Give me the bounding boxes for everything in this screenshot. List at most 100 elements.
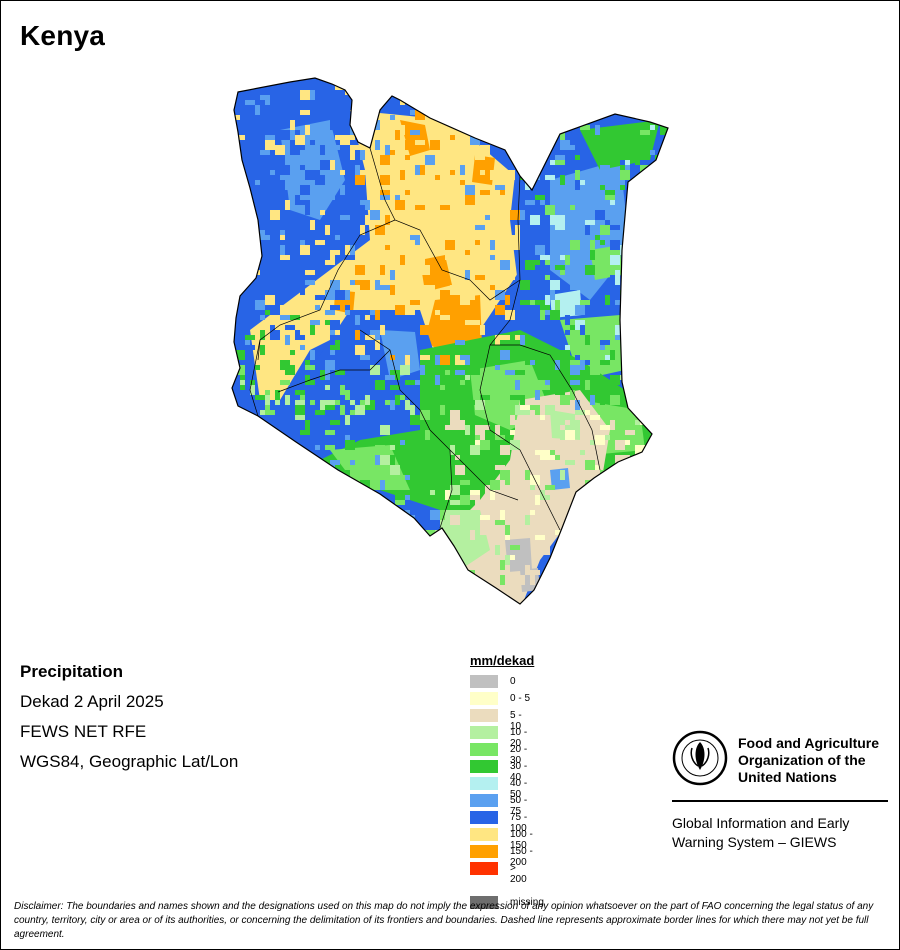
rainfall-pixel bbox=[250, 500, 260, 505]
rainfall-pixel bbox=[650, 505, 655, 510]
rainfall-pixel bbox=[490, 90, 495, 100]
rainfall-pixel bbox=[275, 390, 280, 400]
rainfall-pixel bbox=[675, 75, 680, 85]
rainfall-pixel bbox=[450, 170, 455, 175]
rainfall-pixel bbox=[365, 78, 375, 85]
rainfall-pixel bbox=[340, 605, 345, 610]
rainfall-pixel bbox=[315, 460, 320, 465]
rainfall-pixel bbox=[570, 285, 580, 290]
rainfall-pixel bbox=[650, 95, 660, 105]
rainfall-pixel bbox=[635, 210, 645, 220]
rainfall-pixel bbox=[365, 570, 375, 575]
rainfall-pixel bbox=[275, 255, 280, 265]
rainfall-pixel bbox=[330, 420, 340, 425]
rainfall-pixel bbox=[275, 270, 285, 280]
rainfall-pixel bbox=[475, 150, 480, 160]
rainfall-pixel bbox=[450, 515, 460, 525]
rainfall-pixel bbox=[325, 370, 330, 380]
rainfall-pixel bbox=[560, 350, 570, 355]
legend-swatch bbox=[470, 811, 498, 824]
rainfall-pixel bbox=[290, 475, 295, 480]
rainfall-pixel bbox=[605, 85, 615, 95]
rainfall-pixel bbox=[390, 175, 400, 185]
rainfall-pixel bbox=[355, 540, 360, 550]
rainfall-pixel bbox=[575, 600, 580, 604]
rainfall-pixel bbox=[280, 175, 290, 180]
rainfall-pixel bbox=[535, 535, 545, 540]
rainfall-pixel bbox=[600, 305, 610, 315]
rainfall-pixel bbox=[265, 390, 270, 395]
rainfall-pixel bbox=[535, 380, 545, 390]
rainfall-pixel bbox=[670, 85, 680, 95]
legend-swatch bbox=[470, 828, 498, 841]
rainfall-pixel bbox=[345, 575, 355, 580]
rainfall-pixel bbox=[265, 225, 270, 235]
rainfall-pixel bbox=[585, 225, 590, 230]
rainfall-pixel bbox=[555, 300, 560, 310]
rainfall-pixel bbox=[390, 400, 395, 410]
rainfall-pixel bbox=[410, 415, 420, 425]
rainfall-pixel bbox=[390, 150, 395, 155]
rainfall-pixel bbox=[335, 80, 340, 90]
rainfall-pixel bbox=[610, 255, 620, 265]
rainfall-pixel bbox=[630, 525, 635, 530]
rainfall-pixel bbox=[675, 515, 680, 525]
rainfall-pixel bbox=[265, 310, 270, 315]
rainfall-pixel bbox=[275, 460, 285, 470]
rainfall-pixel bbox=[495, 415, 505, 420]
rainfall-pixel bbox=[265, 395, 270, 405]
rainfall-pixel bbox=[445, 85, 455, 95]
rainfall-pixel bbox=[530, 510, 535, 515]
rainfall-pixel bbox=[450, 135, 455, 140]
rainfall-pixel bbox=[605, 195, 615, 200]
fao-name-line: Organization of the bbox=[738, 752, 866, 768]
rainfall-pixel bbox=[605, 110, 610, 120]
rainfall-pixel bbox=[390, 210, 395, 215]
rainfall-pixel bbox=[410, 405, 415, 415]
rainfall-pixel bbox=[325, 520, 335, 530]
rainfall-pixel bbox=[425, 530, 435, 535]
rainfall-pixel bbox=[530, 485, 535, 490]
rainfall-pixel bbox=[330, 305, 340, 310]
rainfall-pixel bbox=[625, 480, 635, 490]
rainfall-pixel bbox=[620, 480, 630, 490]
rainfall-pixel bbox=[540, 545, 550, 555]
rainfall-pixel bbox=[475, 515, 480, 525]
rainfall-pixel bbox=[675, 185, 680, 195]
rainfall-pixel bbox=[425, 565, 430, 575]
legend-label: 100 - 150 bbox=[510, 829, 533, 851]
rainfall-pixel bbox=[290, 120, 295, 130]
rainfall-pixel bbox=[255, 180, 260, 185]
rainfall-pixel bbox=[405, 275, 410, 285]
rainfall-pixel bbox=[350, 260, 355, 265]
rainfall-pixel bbox=[580, 300, 590, 305]
rainfall-pixel bbox=[550, 455, 555, 460]
rainfall-pixel bbox=[580, 540, 585, 550]
rainfall-pixel bbox=[295, 150, 300, 155]
rainfall-pixel bbox=[625, 550, 635, 560]
rainfall-pixel bbox=[560, 575, 570, 580]
rainfall-pixel bbox=[355, 70, 360, 75]
rainfall-pixel bbox=[235, 455, 240, 460]
rainfall-pixel bbox=[420, 570, 430, 580]
rainfall-pixel bbox=[400, 365, 410, 375]
rainfall-pixel bbox=[450, 230, 455, 240]
rainfall-pixel bbox=[670, 450, 675, 460]
rainfall-pixel bbox=[335, 145, 340, 150]
rainfall-pixel bbox=[495, 85, 500, 90]
rainfall-pixel bbox=[490, 255, 495, 260]
rainfall-pixel bbox=[350, 70, 360, 75]
rainfall-pixel bbox=[535, 195, 545, 200]
legend-label: > 200 bbox=[510, 863, 527, 885]
rainfall-pixel bbox=[225, 205, 230, 210]
rainfall-pixel bbox=[610, 395, 620, 405]
rainfall-pixel bbox=[545, 78, 550, 80]
rainfall-pixel bbox=[535, 310, 540, 320]
rainfall-pixel bbox=[515, 225, 520, 235]
rainfall-pixel bbox=[245, 340, 250, 345]
rainfall-pixel bbox=[355, 330, 360, 340]
rainfall-pixel bbox=[445, 160, 455, 165]
rainfall-pixel bbox=[635, 395, 645, 405]
rainfall-pixel bbox=[350, 590, 360, 595]
rainfall-pixel bbox=[415, 380, 420, 385]
